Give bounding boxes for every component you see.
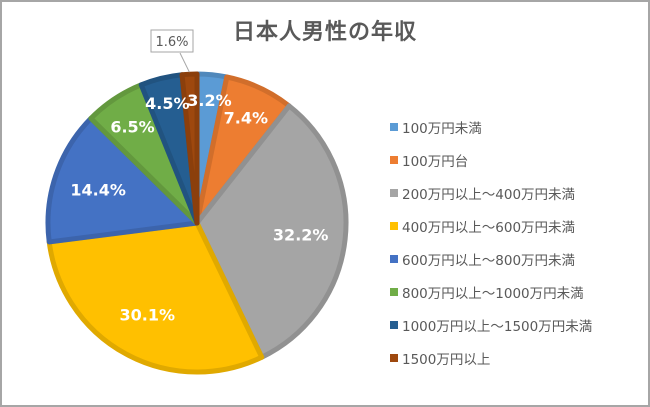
callout-leader-line	[179, 52, 190, 73]
data-label: 32.2%	[273, 225, 329, 244]
legend-label: 100万円未満	[402, 120, 482, 137]
pie-slice	[194, 103, 349, 360]
chart-title: 日本人男性の年収	[232, 20, 417, 45]
legend: 100万円未満 100万円台 200万円以上～400万円未満 400万円以上～6…	[390, 110, 592, 374]
legend-swatch-icon	[390, 188, 398, 197]
legend-swatch-icon	[390, 320, 398, 329]
legend-item: 200万円以上～400万円未満	[390, 176, 592, 209]
pie-slice	[179, 71, 200, 226]
pie-slice	[46, 220, 265, 375]
legend-swatch-icon	[390, 155, 398, 164]
callout-box	[150, 29, 194, 53]
data-label: 6.5%	[110, 117, 154, 136]
legend-swatch-icon	[390, 221, 398, 230]
data-label: 3.2%	[187, 91, 231, 110]
legend-label: 800万円以上～1000万円未満	[402, 285, 584, 302]
legend-item: 600万円以上～800万円未満	[390, 242, 592, 275]
legend-item: 1000万円以上～1500万円未満	[390, 308, 592, 341]
legend-label: 200万円以上～400万円未満	[402, 186, 576, 203]
legend-item: 100万円未満	[390, 110, 592, 143]
legend-item: 800万円以上～1000万円未満	[390, 275, 592, 308]
legend-item: 400万円以上～600万円未満	[390, 209, 592, 242]
pie-data-labels: 3.2%7.4% 32.2% 30.1% 14.4% 6.5% 4.5% 1.6%	[70, 29, 329, 325]
data-label: 30.1%	[120, 306, 176, 325]
legend-swatch-icon	[390, 122, 398, 131]
data-label: 14.4%	[70, 181, 126, 200]
data-label: 7.4%	[224, 109, 268, 128]
data-label: 1.6%	[155, 35, 188, 50]
legend-swatch-icon	[390, 353, 398, 362]
legend-label: 1500万円以上	[402, 351, 491, 368]
legend-item: 1500万円以上	[390, 341, 592, 374]
legend-label: 600万円以上～800万円未満	[402, 252, 576, 269]
pie-slices	[45, 71, 349, 375]
data-label: 4.5%	[145, 94, 189, 113]
legend-swatch-icon	[390, 287, 398, 296]
legend-label: 1000万円以上～1500万円未満	[402, 318, 593, 335]
legend-item: 100万円台	[390, 143, 592, 176]
legend-swatch-icon	[390, 254, 398, 263]
legend-label: 100万円台	[402, 153, 469, 170]
pie-slice	[45, 115, 200, 245]
legend-label: 400万円以上～600万円未満	[402, 219, 576, 236]
